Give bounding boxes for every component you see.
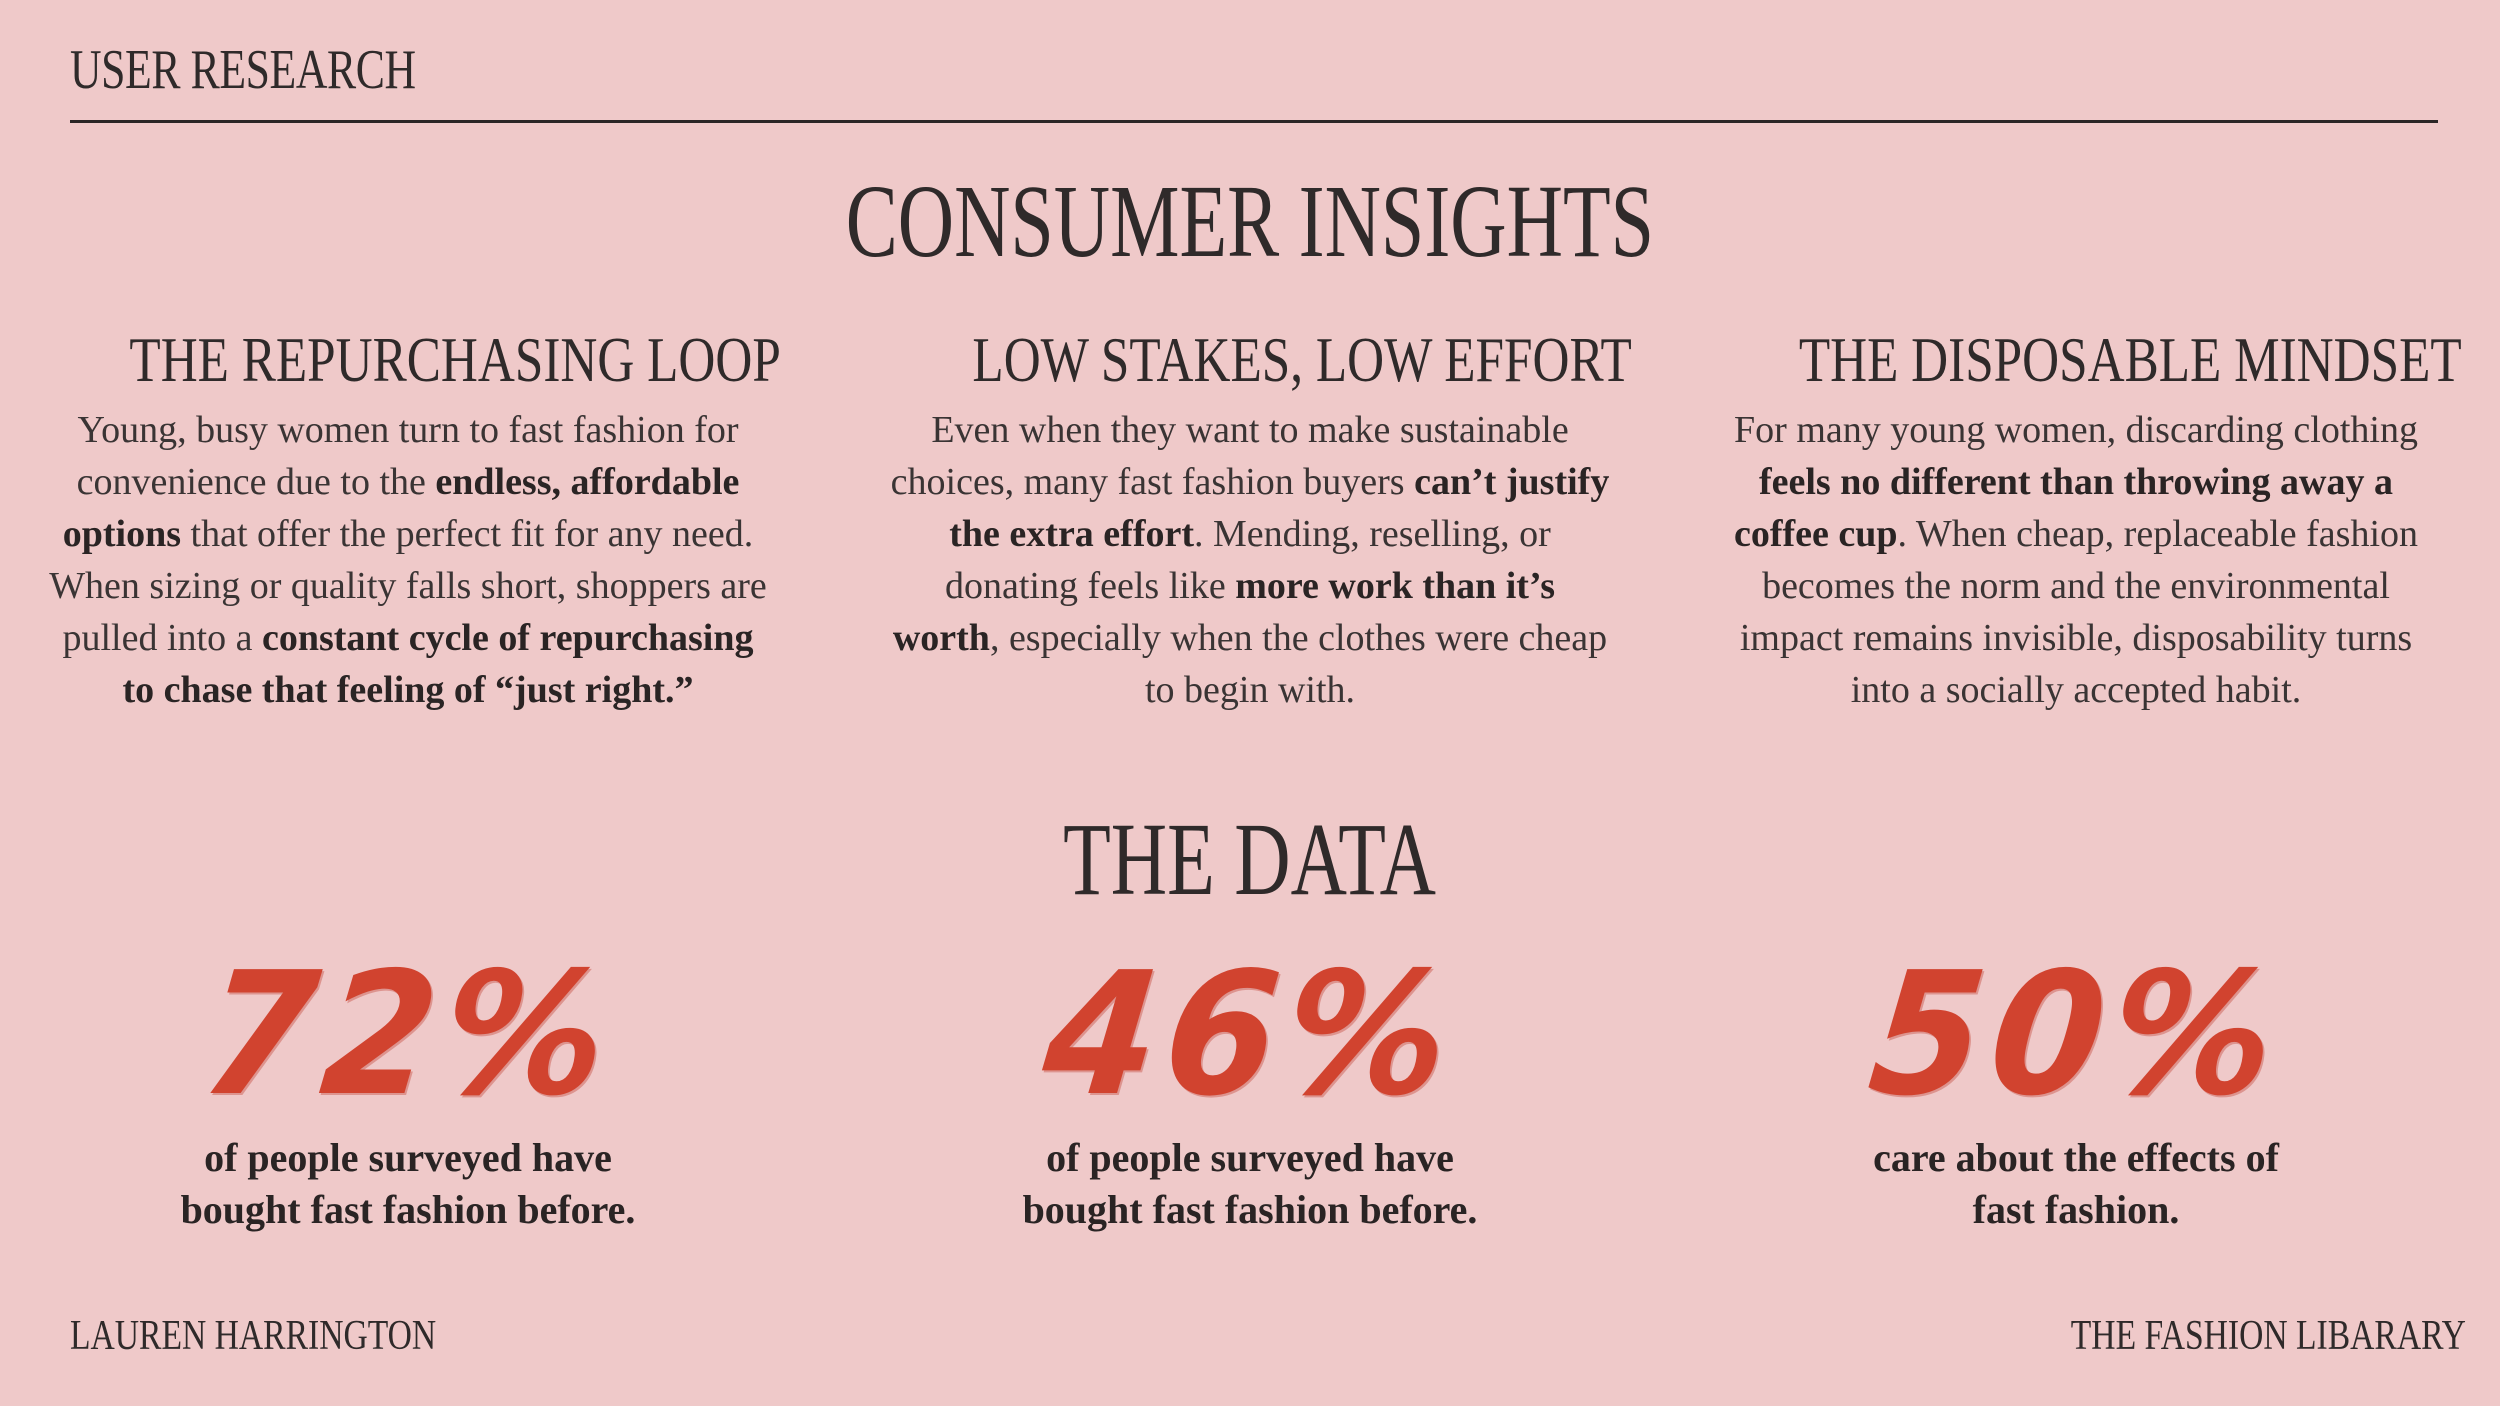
insight-heading-text: LOW STAKES, LOW EFFORT [972, 324, 1632, 395]
data-section-title: THE DATA [0, 800, 2500, 920]
footer-publication: THE FASHION LIBARARY [2070, 1313, 2466, 1359]
stat-caption-line: of people surveyed have [1046, 1135, 1454, 1180]
stat-caption-line: bought fast fashion before. [1022, 1187, 1478, 1232]
header-divider [70, 120, 2438, 123]
page-title: CONSUMER INSIGHTS [0, 162, 2500, 282]
stat-block-2: 46% of people surveyed have bought fast … [890, 936, 1610, 1236]
body-text: , especially when the clothes were cheap… [989, 617, 1608, 711]
body-text: . Mending, reselling, or donating feels … [944, 513, 1551, 607]
stat-caption: of people surveyed have bought fast fash… [890, 1132, 1610, 1236]
stat-caption: care about the effects of fast fashion. [1716, 1132, 2436, 1236]
insight-column-3: THE DISPOSABLE MINDSET For many young wo… [1716, 322, 2462, 716]
insight-heading: THE DISPOSABLE MINDSET [1716, 322, 2462, 398]
insight-body: For many young women, discarding clothin… [1716, 404, 2436, 716]
body-text: . When cheap, replaceable fashion become… [1739, 513, 2419, 711]
stat-block-1: 72% of people surveyed have bought fast … [48, 936, 768, 1236]
insight-column-1: THE REPURCHASING LOOP Young, busy women … [48, 322, 781, 716]
stat-block-3: 50% care about the effects of fast fashi… [1716, 936, 2436, 1236]
data-section-title-text: THE DATA [1063, 802, 1437, 917]
body-text: that offer the perfect fit for any need.… [49, 513, 767, 659]
insight-body: Young, busy women turn to fast fashion f… [48, 404, 768, 716]
insight-heading: LOW STAKES, LOW EFFORT [890, 322, 1631, 398]
insight-body: Even when they want to make sustainable … [890, 404, 1610, 716]
body-text: Young, busy women turn to fast fashion f… [76, 409, 739, 503]
stat-caption-line: of people surveyed have [204, 1135, 612, 1180]
insight-heading-text: THE DISPOSABLE MINDSET [1798, 324, 2462, 395]
body-text: Even when they want to make sustainable … [890, 409, 1569, 503]
stat-value: 50% [1860, 936, 2292, 1134]
emphasized-text: feels no different than throwing away a … [1733, 461, 2394, 555]
insight-heading-text: THE REPURCHASING LOOP [129, 324, 781, 395]
stat-caption-line: bought fast fashion before. [180, 1187, 636, 1232]
footer-author: LAUREN HARRINGTON [70, 1313, 437, 1359]
stat-caption-line: care about the effects of [1873, 1135, 2279, 1180]
stat-value: 46% [1034, 936, 1466, 1134]
stat-value: 72% [192, 936, 624, 1134]
emphasized-text: more work than it’s worth [892, 565, 1555, 659]
insight-heading: THE REPURCHASING LOOP [48, 322, 780, 398]
emphasized-text: endless, affordable options [62, 461, 740, 555]
emphasized-text: constant cycle of repurchasing to chase … [122, 617, 754, 711]
page-title-text: CONSUMER INSIGHTS [845, 164, 1655, 279]
emphasized-text: can’t justify the extra effort [949, 461, 1610, 555]
body-text: For many young women, discarding clothin… [1734, 409, 2418, 451]
insight-column-2: LOW STAKES, LOW EFFORT Even when they wa… [890, 322, 1632, 716]
stat-caption: of people surveyed have bought fast fash… [48, 1132, 768, 1236]
section-label: USER RESEARCH [70, 39, 416, 101]
stat-caption-line: fast fashion. [1972, 1187, 2180, 1232]
